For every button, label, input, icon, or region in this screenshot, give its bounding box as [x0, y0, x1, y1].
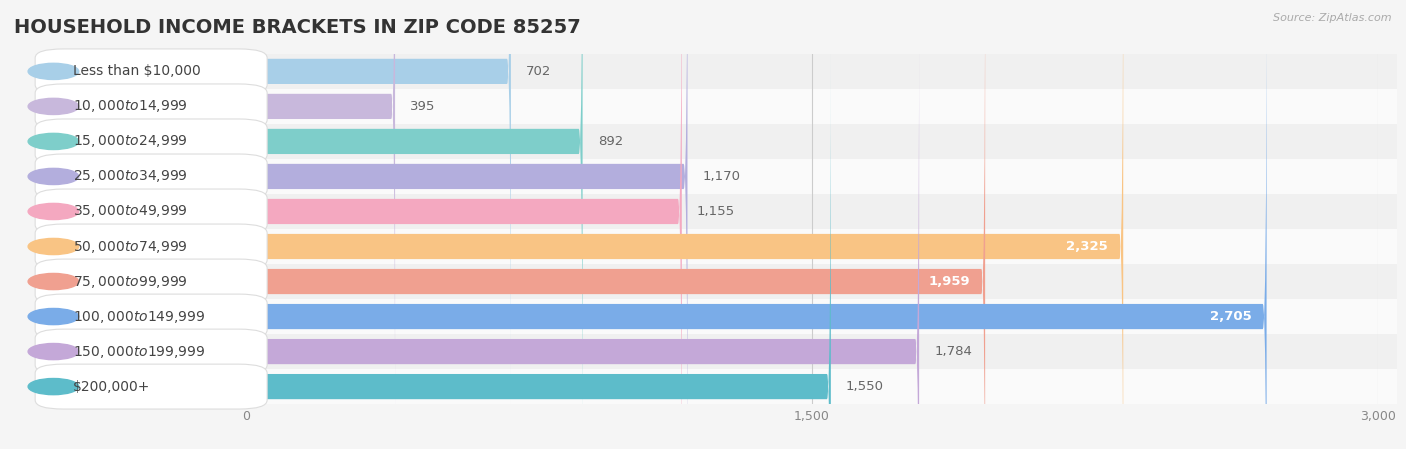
Text: 395: 395	[411, 100, 436, 113]
Bar	[228, 229, 1396, 264]
FancyBboxPatch shape	[246, 49, 831, 449]
FancyBboxPatch shape	[246, 0, 688, 449]
Text: $10,000 to $14,999: $10,000 to $14,999	[73, 98, 188, 114]
Bar	[228, 264, 1396, 299]
Text: HOUSEHOLD INCOME BRACKETS IN ZIP CODE 85257: HOUSEHOLD INCOME BRACKETS IN ZIP CODE 85…	[14, 18, 581, 37]
Text: 1,784: 1,784	[934, 345, 972, 358]
Bar	[228, 159, 1396, 194]
Text: $150,000 to $199,999: $150,000 to $199,999	[73, 343, 205, 360]
FancyBboxPatch shape	[246, 0, 582, 449]
Text: $15,000 to $24,999: $15,000 to $24,999	[73, 133, 188, 150]
Bar	[228, 194, 1396, 229]
FancyBboxPatch shape	[246, 0, 1267, 449]
Text: $100,000 to $149,999: $100,000 to $149,999	[73, 308, 205, 325]
Text: Source: ZipAtlas.com: Source: ZipAtlas.com	[1274, 13, 1392, 23]
Text: Less than $10,000: Less than $10,000	[73, 64, 201, 79]
Bar	[228, 299, 1396, 334]
Text: $25,000 to $34,999: $25,000 to $34,999	[73, 168, 188, 185]
Text: 892: 892	[598, 135, 623, 148]
Text: 1,550: 1,550	[846, 380, 884, 393]
FancyBboxPatch shape	[246, 0, 986, 449]
Text: 2,705: 2,705	[1209, 310, 1251, 323]
Text: 2,325: 2,325	[1066, 240, 1108, 253]
FancyBboxPatch shape	[246, 14, 920, 449]
Bar	[228, 89, 1396, 124]
FancyBboxPatch shape	[246, 0, 510, 409]
Bar	[228, 54, 1396, 89]
Text: $75,000 to $99,999: $75,000 to $99,999	[73, 273, 188, 290]
Text: $50,000 to $74,999: $50,000 to $74,999	[73, 238, 188, 255]
FancyBboxPatch shape	[246, 0, 395, 444]
Text: $35,000 to $49,999: $35,000 to $49,999	[73, 203, 188, 220]
Text: 1,959: 1,959	[928, 275, 970, 288]
Text: 1,170: 1,170	[703, 170, 741, 183]
Text: $200,000+: $200,000+	[73, 379, 150, 394]
Bar	[228, 369, 1396, 404]
Text: 702: 702	[526, 65, 551, 78]
FancyBboxPatch shape	[246, 0, 682, 449]
FancyBboxPatch shape	[246, 0, 1123, 449]
Text: 1,155: 1,155	[697, 205, 735, 218]
Bar	[228, 334, 1396, 369]
Bar	[228, 124, 1396, 159]
